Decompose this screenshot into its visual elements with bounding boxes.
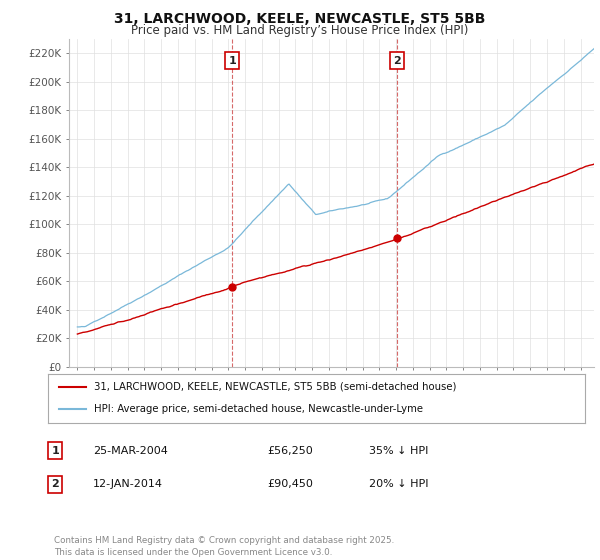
Text: 35% ↓ HPI: 35% ↓ HPI [369, 446, 428, 456]
Text: 31, LARCHWOOD, KEELE, NEWCASTLE, ST5 5BB (semi-detached house): 31, LARCHWOOD, KEELE, NEWCASTLE, ST5 5BB… [94, 382, 456, 392]
Text: HPI: Average price, semi-detached house, Newcastle-under-Lyme: HPI: Average price, semi-detached house,… [94, 404, 422, 414]
Text: £56,250: £56,250 [267, 446, 313, 456]
Text: 12-JAN-2014: 12-JAN-2014 [93, 479, 163, 489]
Text: Price paid vs. HM Land Registry’s House Price Index (HPI): Price paid vs. HM Land Registry’s House … [131, 24, 469, 36]
Text: 2: 2 [52, 479, 59, 489]
Text: 20% ↓ HPI: 20% ↓ HPI [369, 479, 428, 489]
Text: £90,450: £90,450 [267, 479, 313, 489]
Text: Contains HM Land Registry data © Crown copyright and database right 2025.
This d: Contains HM Land Registry data © Crown c… [54, 536, 394, 557]
Text: 2: 2 [393, 55, 401, 66]
Text: 25-MAR-2004: 25-MAR-2004 [93, 446, 168, 456]
Text: 1: 1 [229, 55, 236, 66]
Text: 31, LARCHWOOD, KEELE, NEWCASTLE, ST5 5BB: 31, LARCHWOOD, KEELE, NEWCASTLE, ST5 5BB [115, 12, 485, 26]
Text: 1: 1 [52, 446, 59, 456]
